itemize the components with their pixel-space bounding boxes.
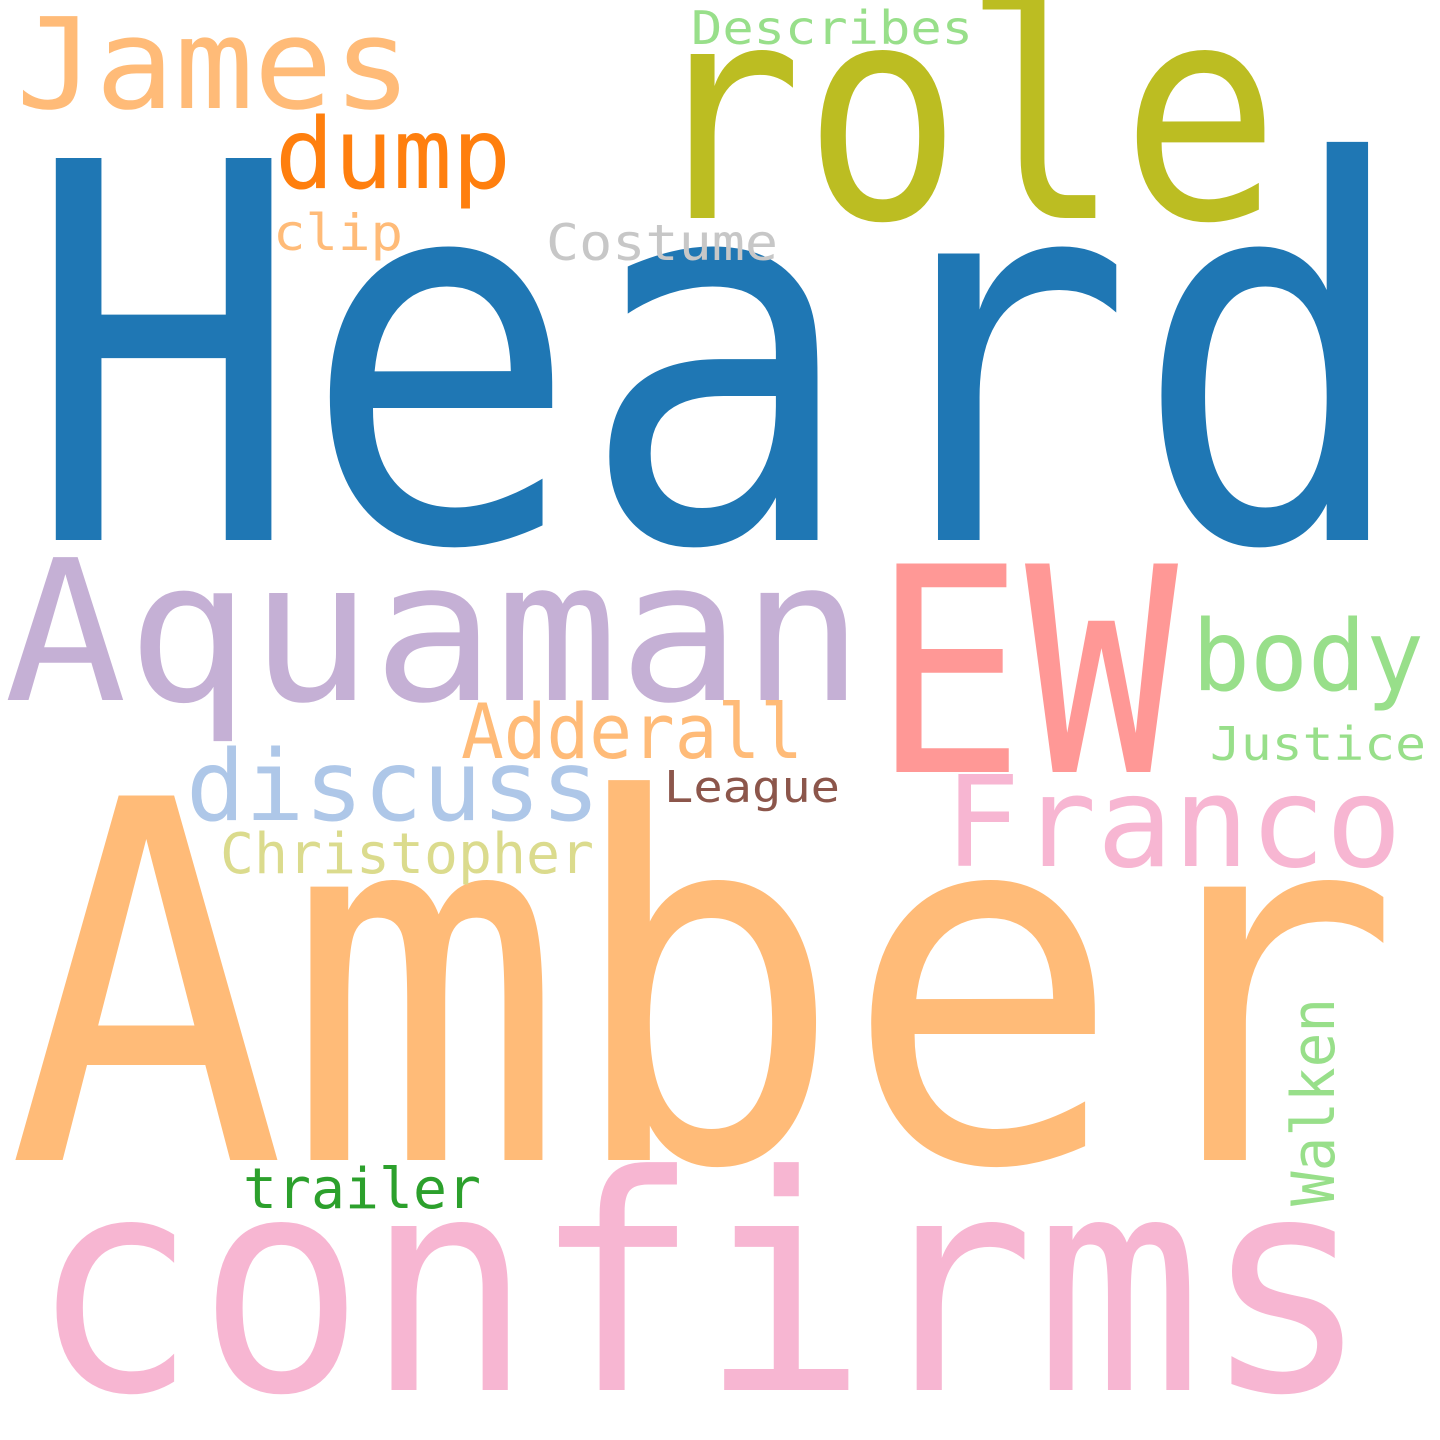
- word-confirms: confirms: [30, 1112, 1370, 1440]
- word-ew: EW: [872, 508, 1180, 840]
- word-discuss: discuss: [186, 730, 600, 844]
- word-amber: Amber: [7, 696, 1401, 1278]
- word-justice: Justice: [1210, 717, 1426, 771]
- word-franco: Franco: [944, 749, 1402, 896]
- word-christopher: Christopher: [220, 822, 594, 887]
- word-body: body: [1192, 600, 1424, 714]
- word-james: James: [16, 0, 412, 138]
- word-walken: Walken: [1279, 998, 1349, 1206]
- word-costume: Costume: [546, 214, 778, 272]
- word-describes: Describes: [691, 1, 973, 55]
- word-league: League: [664, 762, 840, 813]
- word-dump: dump: [275, 98, 511, 212]
- word-heard: Heard: [25, 54, 1411, 664]
- word-aquaman: Aquaman: [4, 519, 864, 747]
- word-adderall: Adderall: [461, 687, 803, 776]
- word-role: role: [644, 0, 1280, 289]
- word-trailer: trailer: [243, 1157, 481, 1222]
- word-clip: clip: [273, 204, 403, 262]
